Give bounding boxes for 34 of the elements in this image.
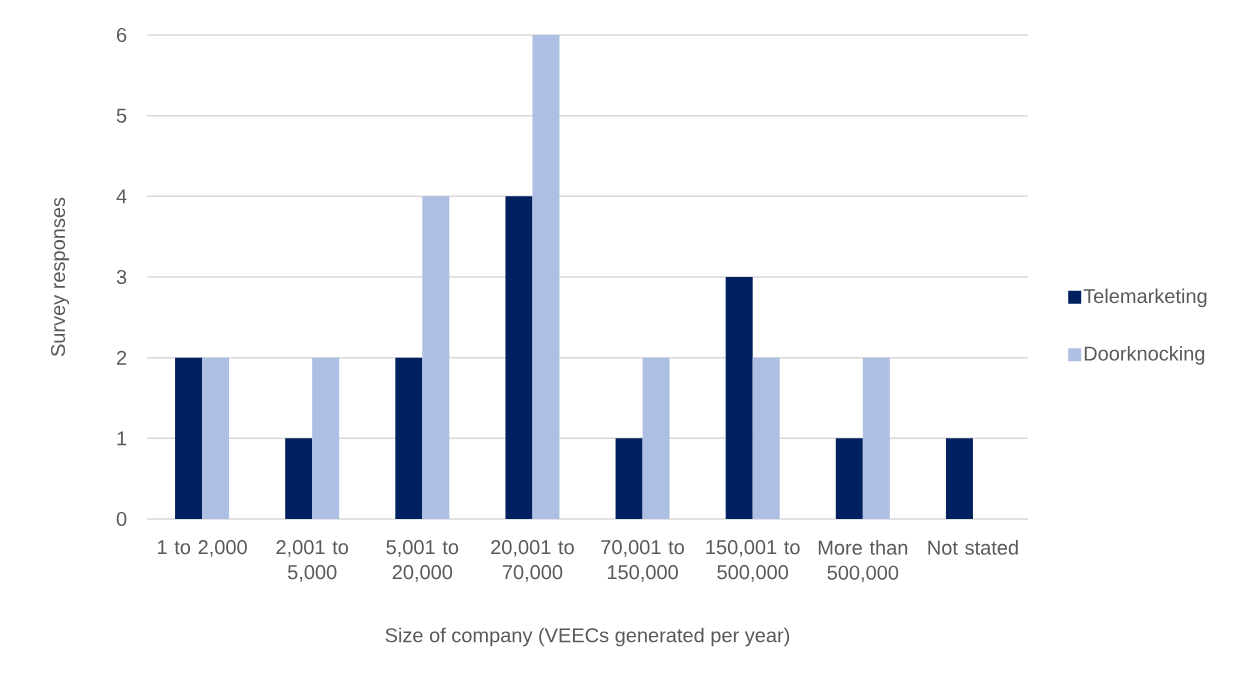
bar [752, 357, 780, 519]
bar [395, 357, 423, 519]
y-tick-label: 4 [116, 189, 127, 204]
bar [505, 196, 533, 519]
bar [285, 438, 313, 519]
x-tick-label: 150,001 to 500,000 [706, 540, 800, 582]
bar [532, 35, 560, 519]
x-tick-label: 70,001 to 150,000 [601, 540, 684, 582]
x-tick-label: 5,001 to 20,000 [386, 540, 459, 582]
bar [945, 438, 973, 519]
bar [835, 438, 863, 519]
x-tick-label: More than 500,000 [818, 540, 908, 583]
y-tick-label: 0 [116, 511, 127, 527]
legend-label: Doorknocking [1084, 345, 1205, 365]
x-tick-label: Not stated [928, 540, 1018, 555]
bar [642, 357, 670, 519]
y-tick-label: 1 [117, 431, 127, 446]
x-axis-title: Size of company (VEECs generated per year) [385, 627, 790, 647]
bar [615, 438, 643, 519]
bar [422, 196, 450, 519]
legend-label: Telemarketing [1083, 288, 1207, 308]
y-tick-label: 5 [116, 108, 127, 123]
x-tick-label: 2,001 to 5,000 [276, 540, 349, 582]
y-tick-label: 2 [117, 350, 127, 365]
bar [175, 357, 203, 519]
x-tick-label: 20,001 to 70,000 [491, 540, 574, 582]
bar [312, 357, 340, 519]
y-axis-title: Survey responses [50, 197, 70, 357]
bar [862, 357, 890, 519]
y-tick-label: 3 [116, 269, 127, 285]
bar [202, 357, 230, 519]
y-tick-label: 6 [117, 27, 127, 43]
x-tick-label: 1 to 2,000 [158, 540, 247, 557]
bar [725, 277, 753, 519]
